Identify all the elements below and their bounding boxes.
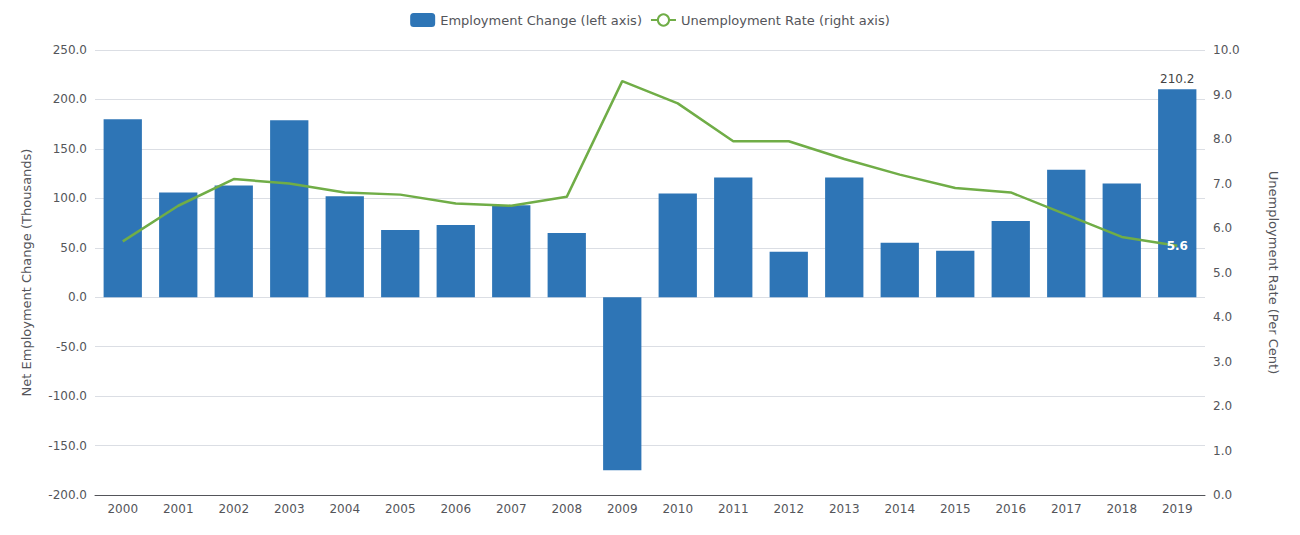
svg-text:Unemployment Rate (Per Cent): Unemployment Rate (Per Cent) — [1266, 171, 1281, 374]
svg-text:50.0: 50.0 — [60, 241, 87, 255]
svg-text:2018: 2018 — [1106, 502, 1137, 516]
svg-text:2002: 2002 — [218, 502, 249, 516]
svg-text:200.0: 200.0 — [53, 92, 87, 106]
svg-text:2009: 2009 — [607, 502, 638, 516]
svg-text:100.0: 100.0 — [53, 191, 87, 205]
svg-text:Unemployment Rate (right axis): Unemployment Rate (right axis) — [681, 13, 890, 28]
svg-text:2013: 2013 — [829, 502, 860, 516]
svg-text:-200.0: -200.0 — [48, 488, 87, 502]
svg-text:2019: 2019 — [1162, 502, 1193, 516]
svg-text:2012: 2012 — [773, 502, 804, 516]
svg-text:0.0: 0.0 — [68, 290, 87, 304]
svg-text:150.0: 150.0 — [53, 142, 87, 156]
svg-text:2017: 2017 — [1051, 502, 1082, 516]
svg-text:-100.0: -100.0 — [48, 389, 87, 403]
svg-text:2008: 2008 — [551, 502, 582, 516]
svg-text:-150.0: -150.0 — [48, 439, 87, 453]
svg-text:-50.0: -50.0 — [56, 340, 87, 354]
svg-text:2004: 2004 — [329, 502, 360, 516]
svg-text:6.0: 6.0 — [1213, 221, 1232, 235]
svg-text:Net Employment Change (Thousan: Net Employment Change (Thousands) — [19, 149, 34, 397]
svg-text:2011: 2011 — [718, 502, 749, 516]
svg-text:2001: 2001 — [163, 502, 194, 516]
svg-text:2006: 2006 — [440, 502, 471, 516]
svg-text:10.0: 10.0 — [1213, 43, 1240, 57]
svg-text:1.0: 1.0 — [1213, 444, 1232, 458]
svg-text:0.0: 0.0 — [1213, 488, 1232, 502]
svg-text:2.0: 2.0 — [1213, 399, 1232, 413]
svg-text:210.2: 210.2 — [1160, 72, 1194, 86]
svg-text:3.0: 3.0 — [1213, 355, 1232, 369]
svg-text:5.0: 5.0 — [1213, 266, 1232, 280]
svg-text:2000: 2000 — [107, 502, 138, 516]
svg-text:7.0: 7.0 — [1213, 177, 1232, 191]
svg-text:2015: 2015 — [940, 502, 971, 516]
svg-text:2007: 2007 — [496, 502, 527, 516]
svg-text:2003: 2003 — [274, 502, 305, 516]
svg-text:4.0: 4.0 — [1213, 310, 1232, 324]
svg-text:Employment Change (left axis): Employment Change (left axis) — [440, 13, 642, 28]
svg-text:250.0: 250.0 — [53, 43, 87, 57]
svg-text:2010: 2010 — [662, 502, 693, 516]
svg-text:8.0: 8.0 — [1213, 132, 1232, 146]
svg-text:2016: 2016 — [995, 502, 1026, 516]
svg-text:2005: 2005 — [385, 502, 416, 516]
svg-text:5.6: 5.6 — [1167, 239, 1188, 253]
svg-text:2014: 2014 — [884, 502, 915, 516]
svg-text:9.0: 9.0 — [1213, 88, 1232, 102]
